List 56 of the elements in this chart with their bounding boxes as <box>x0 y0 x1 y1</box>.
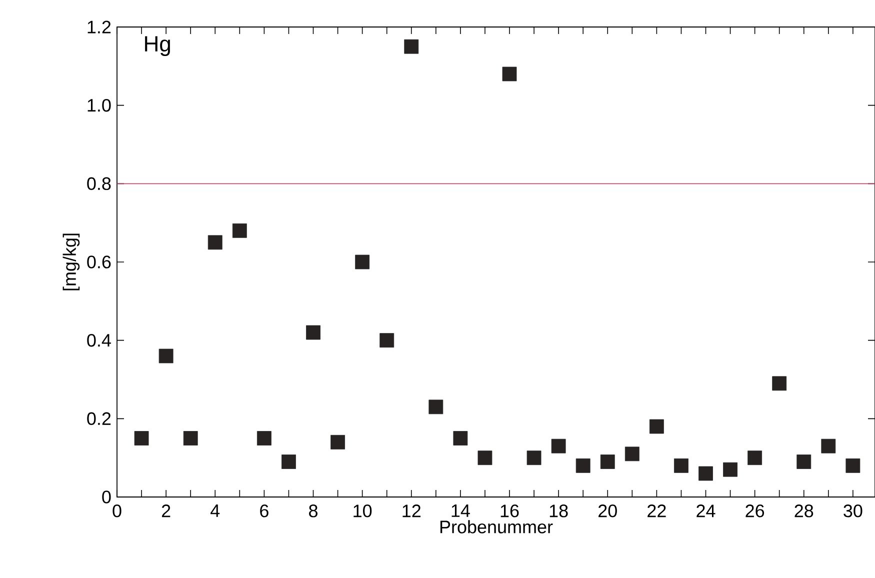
point <box>600 454 615 469</box>
x-tick-label: 6 <box>260 504 268 518</box>
x-tick-label: 28 <box>794 504 814 518</box>
x-tick-label: 22 <box>648 504 666 518</box>
point <box>649 419 664 434</box>
point <box>330 434 345 450</box>
point <box>282 454 296 469</box>
y-tick-label: 1.0 <box>88 98 111 112</box>
chart-title: Hg <box>145 36 170 56</box>
point <box>306 325 320 340</box>
x-tick-label: 16 <box>500 504 519 518</box>
point <box>256 431 272 446</box>
y-tick-label: 0 <box>102 490 111 504</box>
x-tick-label: 14 <box>452 504 470 517</box>
point <box>428 400 444 414</box>
point <box>208 235 222 250</box>
x-axis-title: Probenummer <box>440 520 553 534</box>
point <box>134 431 149 446</box>
x-tick-label: 26 <box>746 504 764 518</box>
y-tick-label: 1.2 <box>88 20 111 34</box>
point <box>846 458 860 473</box>
point <box>404 39 419 54</box>
point <box>796 454 812 469</box>
y-tick-label: 0.6 <box>87 256 111 268</box>
x-tick-label: 20 <box>598 504 617 518</box>
point <box>158 348 174 364</box>
y-axis-title: [mg/kg] <box>62 234 80 290</box>
y-tick-label: 0.8 <box>87 177 111 190</box>
point <box>380 333 394 348</box>
x-tick-label: 18 <box>550 504 568 518</box>
x-tick-label: 0 <box>112 504 122 518</box>
x-tick-label: 8 <box>309 504 318 518</box>
x-tick-label: 12 <box>402 504 420 518</box>
x-tick-label: 24 <box>696 504 716 518</box>
point <box>183 431 198 446</box>
point <box>624 446 640 462</box>
point <box>723 462 738 477</box>
y-tick-label: 0.2 <box>87 412 111 426</box>
x-tick-label: 2 <box>162 504 170 518</box>
x-tick-label: 4 <box>210 504 220 517</box>
point <box>772 376 787 391</box>
point <box>355 254 370 270</box>
point <box>674 458 688 473</box>
point <box>748 450 762 466</box>
y-tick-label: 0.4 <box>87 334 111 347</box>
x-tick-label: 10 <box>354 504 372 518</box>
point <box>232 223 247 238</box>
point <box>551 438 566 454</box>
point <box>576 458 590 473</box>
point <box>453 431 468 446</box>
x-tick-label: 30 <box>844 504 862 518</box>
point <box>478 450 492 466</box>
point <box>526 450 542 466</box>
point <box>698 466 713 481</box>
point <box>821 438 836 454</box>
point <box>502 66 517 82</box>
